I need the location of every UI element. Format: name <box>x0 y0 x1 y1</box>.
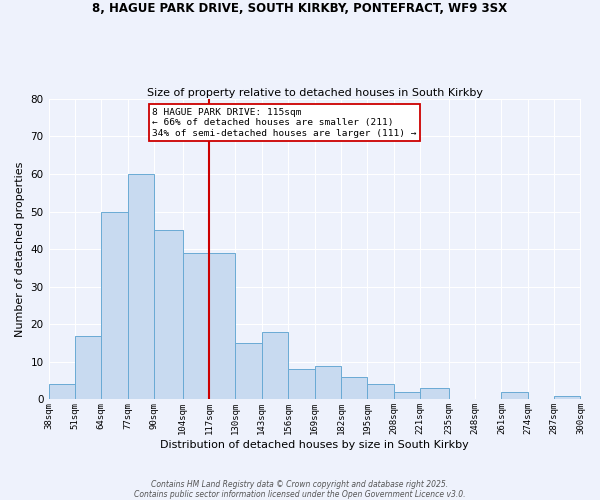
Bar <box>394 392 420 400</box>
Bar <box>314 366 341 400</box>
Title: Size of property relative to detached houses in South Kirkby: Size of property relative to detached ho… <box>146 88 482 98</box>
Bar <box>209 253 235 400</box>
Bar <box>49 384 75 400</box>
Text: 8 HAGUE PARK DRIVE: 115sqm
← 66% of detached houses are smaller (211)
34% of sem: 8 HAGUE PARK DRIVE: 115sqm ← 66% of deta… <box>152 108 417 138</box>
Text: 8, HAGUE PARK DRIVE, SOUTH KIRKBY, PONTEFRACT, WF9 3SX: 8, HAGUE PARK DRIVE, SOUTH KIRKBY, PONTE… <box>92 2 508 16</box>
Bar <box>420 388 449 400</box>
Bar <box>262 332 288 400</box>
Bar <box>341 377 367 400</box>
Bar <box>367 384 394 400</box>
Bar <box>554 396 580 400</box>
X-axis label: Distribution of detached houses by size in South Kirkby: Distribution of detached houses by size … <box>160 440 469 450</box>
Bar <box>154 230 182 400</box>
Bar <box>288 370 314 400</box>
Bar <box>502 392 528 400</box>
Bar <box>235 343 262 400</box>
Bar <box>128 174 154 400</box>
Bar <box>101 212 128 400</box>
Bar <box>182 253 209 400</box>
Bar <box>75 336 101 400</box>
Text: Contains HM Land Registry data © Crown copyright and database right 2025.
Contai: Contains HM Land Registry data © Crown c… <box>134 480 466 499</box>
Y-axis label: Number of detached properties: Number of detached properties <box>15 162 25 337</box>
